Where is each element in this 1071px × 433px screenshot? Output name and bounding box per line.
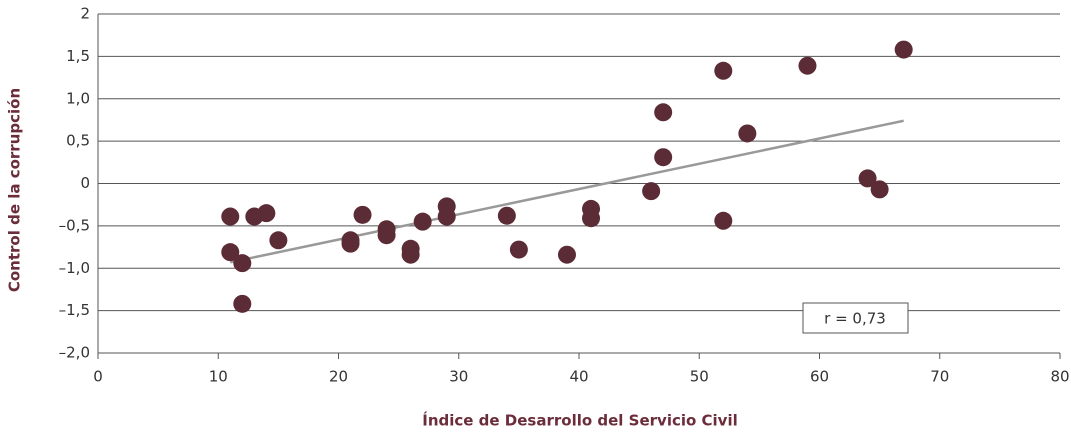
y-tick-label: 1,5 (66, 47, 90, 65)
point (509, 240, 528, 259)
point (557, 245, 576, 264)
point (497, 206, 516, 225)
y-tick-label: 0,5 (66, 132, 90, 150)
point (870, 180, 889, 199)
point (654, 148, 673, 167)
y-axis-title: Control de la corrupción (6, 88, 24, 292)
y-tick-label: 0 (80, 174, 90, 192)
x-tick-label: 30 (449, 368, 468, 386)
point (798, 56, 817, 75)
y-tick-label: –2,0 (59, 344, 90, 362)
point (401, 245, 420, 264)
point (714, 211, 733, 230)
x-tick-label: 80 (1050, 368, 1069, 386)
y-tick-label: 1,0 (66, 89, 90, 107)
point (353, 205, 372, 224)
point (714, 61, 733, 80)
x-tick-label: 60 (810, 368, 829, 386)
x-tick-label: 70 (930, 368, 949, 386)
x-axis-title: Índice de Desarrollo del Servicio Civil (422, 411, 737, 430)
y-tick-label: –0,5 (59, 216, 90, 234)
point (437, 207, 456, 226)
x-tick-label: 40 (569, 368, 588, 386)
x-tick-label: 20 (329, 368, 348, 386)
y-tick-label: –1,0 (59, 259, 90, 277)
annotation: r = 0,73 (824, 310, 886, 328)
point (377, 226, 396, 245)
point (582, 209, 601, 228)
point (858, 169, 877, 188)
point (341, 234, 360, 253)
y-tick-label: –1,5 (59, 301, 90, 319)
point (642, 182, 661, 201)
point (221, 207, 240, 226)
point (894, 40, 913, 59)
annotation-box (802, 302, 909, 334)
point (233, 254, 252, 273)
trend-line (230, 119, 904, 264)
point (413, 212, 432, 231)
x-tick-label: 10 (209, 368, 228, 386)
point (257, 204, 276, 223)
x-tick-label: 0 (93, 368, 103, 386)
point (738, 124, 757, 143)
point (269, 231, 288, 250)
point (654, 103, 673, 122)
point (221, 243, 240, 262)
y-tick-label: 2 (80, 5, 90, 23)
point (233, 294, 252, 313)
x-tick-label: 50 (690, 368, 709, 386)
